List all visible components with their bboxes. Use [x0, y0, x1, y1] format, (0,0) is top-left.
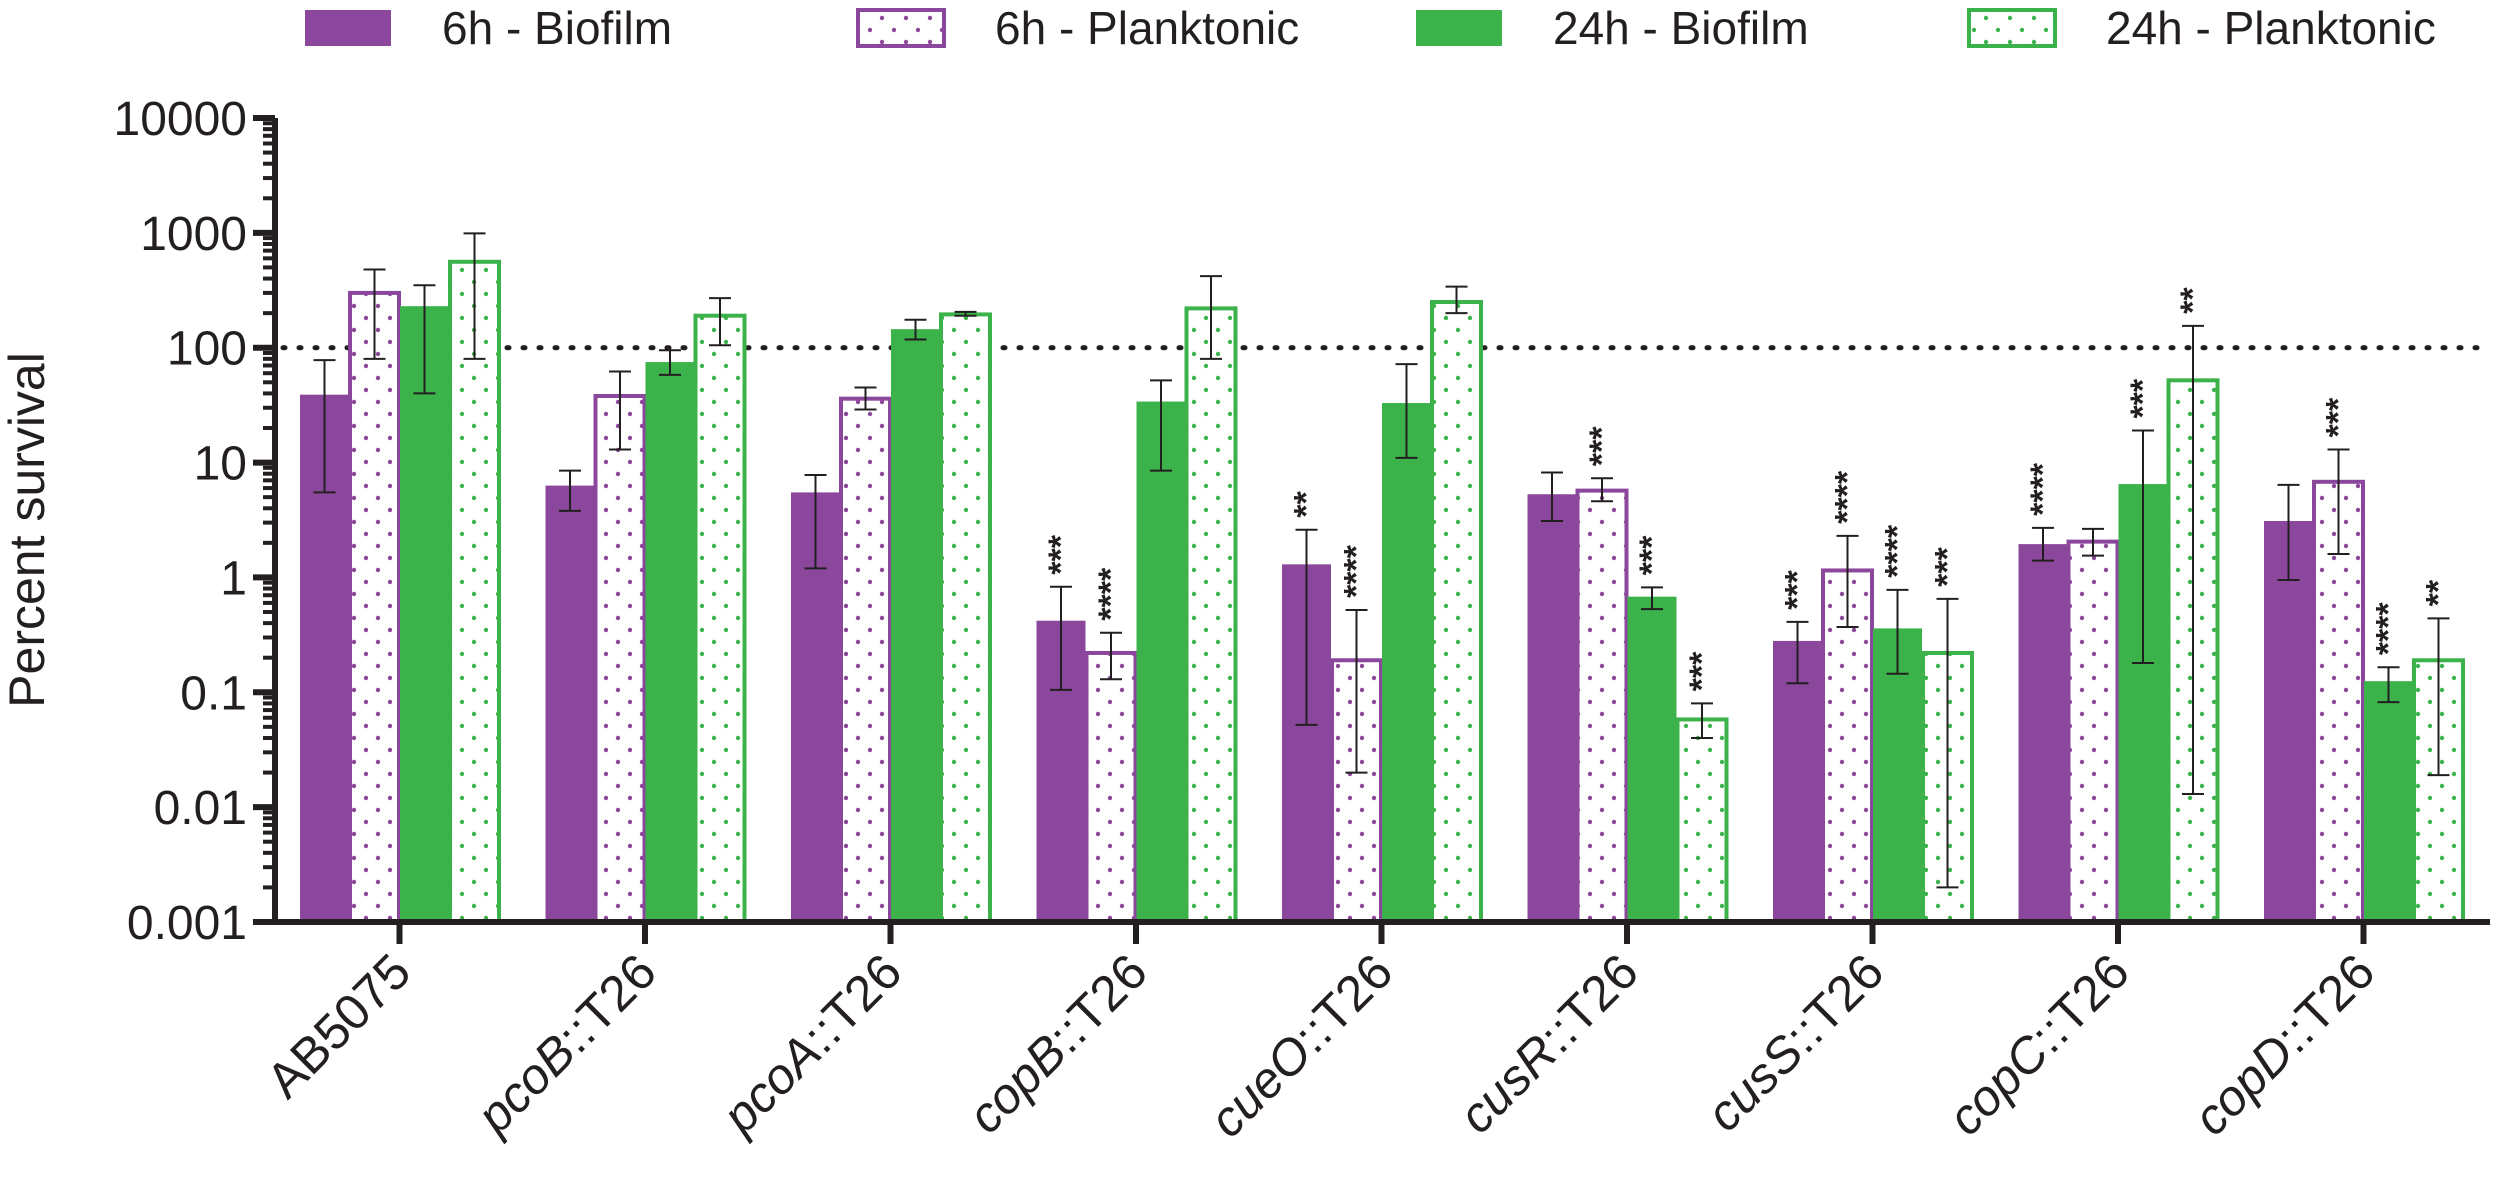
legend-label: 24h - Planktonic	[2106, 2, 2436, 54]
x-category-label: copD::T26	[2183, 943, 2386, 1146]
x-category-label: copB::T26	[957, 943, 1158, 1144]
y-tick-label: 0.1	[180, 667, 247, 720]
bar	[891, 329, 940, 922]
legend-swatch	[1416, 10, 1502, 46]
bar	[1575, 488, 1629, 924]
bar	[545, 485, 595, 922]
bar	[2364, 681, 2413, 922]
legend-swatch	[1967, 8, 2057, 48]
significance-label: ***	[1929, 546, 1967, 586]
y-tick-label: 0.001	[127, 897, 247, 950]
significance-label: ****	[1829, 470, 1867, 524]
bar	[348, 290, 401, 924]
significance-label: **	[1288, 491, 1326, 518]
bar	[645, 362, 695, 922]
bar	[1675, 717, 1729, 924]
bar	[1773, 640, 1822, 922]
bar	[1382, 403, 1431, 923]
significance-label: ****	[2370, 602, 2408, 656]
significance-label: **	[2174, 287, 2212, 314]
bar	[1184, 306, 1238, 924]
bar	[2018, 544, 2068, 922]
significance-label: ***	[1683, 651, 1721, 691]
bar	[1627, 596, 1677, 922]
x-category-label: pcoB::T26	[465, 943, 667, 1145]
x-category-label: cusS::T26	[1695, 943, 1894, 1142]
x-category-label: copC::T26	[1937, 943, 2140, 1146]
significance-label: ****	[1092, 567, 1130, 621]
y-tick-label: 100	[167, 323, 247, 376]
bar	[1527, 494, 1577, 922]
bar	[839, 396, 892, 925]
bar	[939, 312, 992, 924]
bar	[2264, 520, 2313, 922]
significance-label: ****	[2024, 462, 2062, 516]
y-tick-label: 1	[220, 552, 247, 605]
bars	[300, 259, 2465, 925]
y-tick-label: 0.01	[154, 782, 247, 835]
bar	[1084, 650, 1138, 924]
y-tick-label: 10	[194, 438, 247, 491]
significance-label: ***	[1042, 534, 1080, 574]
error-bars	[313, 232, 2450, 889]
legend-swatch	[305, 10, 391, 46]
significance-label: ***	[1779, 569, 1817, 609]
bar	[1430, 300, 1483, 924]
bar	[2312, 479, 2365, 924]
significance-labels: ********************************* *******…	[1042, 287, 2458, 692]
bar	[593, 393, 647, 924]
significance-label: ***	[1633, 535, 1671, 575]
y-tick-label: 1000	[140, 208, 247, 261]
y-axis: 0.001 0.01 0.1 1 10 100 1000 10000	[114, 93, 275, 950]
x-category-label: AB5075	[256, 943, 421, 1108]
bar	[448, 259, 501, 924]
legend-swatch	[856, 8, 946, 48]
significance-label: **	[2420, 579, 2458, 606]
legend: 6h - Biofilm 6h - Planktonic 24h - Biofilm…	[305, 2, 2436, 54]
x-category-label: cusR::T26	[1448, 943, 1649, 1144]
significance-label: ***	[2124, 378, 2162, 418]
bar	[1136, 401, 1186, 922]
legend-label: 24h - Biofilm	[1553, 2, 1809, 54]
significance-label: ****	[1879, 524, 1917, 578]
significance-label: ****	[1338, 544, 1376, 598]
bar	[693, 313, 747, 924]
y-tick-label: 10000	[114, 93, 247, 146]
significance-label: ***	[2320, 397, 2358, 437]
bar	[2066, 539, 2120, 924]
x-category-label: pcoA::T26	[710, 943, 912, 1145]
legend-label: 6h - Planktonic	[995, 2, 1299, 54]
bar	[400, 306, 449, 923]
y-axis-label: Percent survival	[0, 352, 55, 708]
x-axis-categories: AB5075 pcoB::T26pcoA::T26copB::T26cueO::T…	[256, 922, 2385, 1148]
x-category-label: cueO::T26	[1199, 943, 1404, 1148]
significance-label: ***	[1583, 426, 1621, 466]
bar	[1873, 628, 1922, 922]
legend-label: 6h - Biofilm	[442, 2, 672, 54]
category-suffix: AB5075	[256, 943, 421, 1108]
